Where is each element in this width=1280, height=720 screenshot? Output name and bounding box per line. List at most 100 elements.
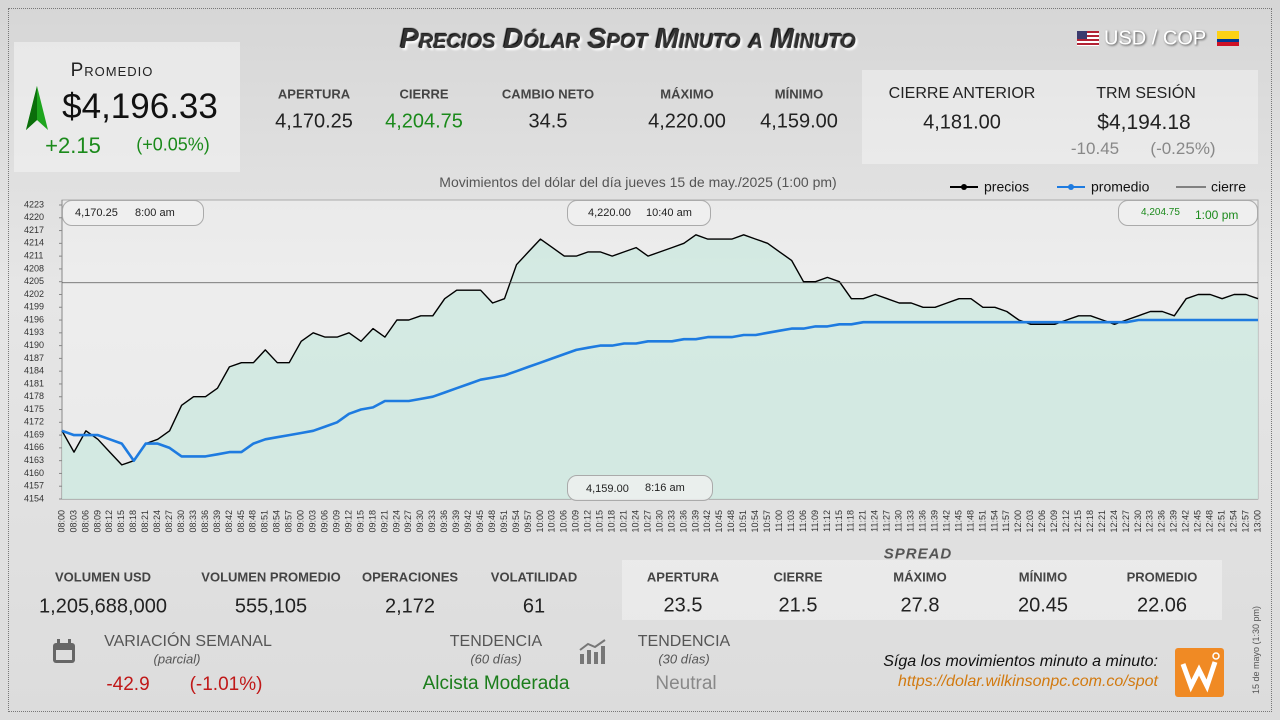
trend60-value: Alcista Moderada xyxy=(422,673,570,694)
spread-label: APERTURA xyxy=(646,569,720,585)
x-tick-label: 09:12 xyxy=(343,510,353,533)
co-flag xyxy=(1217,31,1239,46)
x-tick-label: 11:03 xyxy=(786,510,796,532)
x-tick-label: 10:12 xyxy=(583,510,593,533)
spread-label: MÍNIMO xyxy=(1018,569,1068,585)
x-tick-label: 08:54 xyxy=(272,510,282,533)
x-tick-label: 10:24 xyxy=(630,510,640,533)
x-tick-label: 08:33 xyxy=(188,510,198,533)
footer-url[interactable]: https://dolar.wilkinsonpc.com.co/spot xyxy=(898,673,1158,690)
x-tick-label: 12:18 xyxy=(1085,510,1095,533)
x-tick-label: 08:48 xyxy=(248,510,258,533)
logo xyxy=(1175,648,1224,697)
x-tick-label: 08:06 xyxy=(80,510,90,533)
x-tick-label: 12:33 xyxy=(1145,510,1155,533)
y-tick-label: 4169 xyxy=(24,429,44,439)
volume-label: OPERACIONES xyxy=(361,569,459,585)
spread-label: CIERRE xyxy=(773,569,823,585)
weekly-value: -42.9 xyxy=(106,674,150,695)
previous-panel xyxy=(862,70,1258,164)
spread-value: 22.06 xyxy=(1136,594,1188,617)
stat-label: CIERRE xyxy=(399,86,449,102)
x-tick-label: 11:36 xyxy=(917,510,927,532)
x-tick-label: 09:33 xyxy=(427,510,437,533)
annotation-max: 4,220.00 10:40 am xyxy=(567,200,711,226)
annotation-close: 4,204.75 1:00 pm xyxy=(1118,200,1258,226)
x-tick-label: 12:27 xyxy=(1121,510,1131,533)
x-tick-label: 11:33 xyxy=(906,510,916,532)
x-tick-label: 11:54 xyxy=(989,510,999,532)
x-tick-label: 10:54 xyxy=(750,510,760,533)
spread-value: 21.5 xyxy=(778,594,818,617)
annotation-min: 4,159.00 8:16 am xyxy=(567,475,713,501)
x-tick-label: 12:21 xyxy=(1097,510,1107,533)
annotation-value: 4,204.75 xyxy=(1141,207,1180,218)
weekly-note: (parcial) xyxy=(153,651,201,667)
x-tick-label: 12:06 xyxy=(1037,510,1047,533)
previous-label: CIERRE ANTERIOR xyxy=(888,85,1036,102)
x-tick-label: 11:45 xyxy=(953,510,963,532)
x-tick-label: 08:57 xyxy=(284,510,294,533)
x-tick-label: 12:00 xyxy=(1013,510,1023,533)
x-tick-label: 11:06 xyxy=(798,510,808,532)
x-tick-label: 10:48 xyxy=(726,510,736,533)
x-tick-label: 12:54 xyxy=(1228,510,1238,533)
spread-label: MÁXIMO xyxy=(893,569,947,585)
spread-value: 27.8 xyxy=(900,594,940,617)
summary-value: $4,196.33 xyxy=(62,87,218,126)
x-tick-label: 10:18 xyxy=(607,510,617,533)
x-tick-label: 12:48 xyxy=(1205,510,1215,533)
x-tick-label: 11:24 xyxy=(870,510,880,532)
y-tick-label: 4166 xyxy=(24,442,44,452)
x-tick-label: 09:24 xyxy=(391,510,401,533)
x-tick-label: 08:12 xyxy=(104,510,114,533)
x-tick-label: 09:45 xyxy=(475,510,485,533)
volume-value: 555,105 xyxy=(234,595,308,618)
x-tick-label: 08:45 xyxy=(236,510,246,533)
annotation-open: 4,170.25 8:00 am xyxy=(62,200,204,226)
x-tick-label: 09:03 xyxy=(308,510,318,533)
y-tick-label: 4193 xyxy=(24,327,44,337)
trend-icon xyxy=(579,639,606,664)
x-tick-label: 11:51 xyxy=(977,510,987,532)
x-tick-label: 09:39 xyxy=(451,510,461,533)
x-tick-label: 09:42 xyxy=(463,510,473,533)
y-tick-label: 4187 xyxy=(24,353,44,363)
spread-value: 23.5 xyxy=(663,594,703,617)
y-tick-label: 4160 xyxy=(24,468,44,478)
annotation-time: 8:16 am xyxy=(645,482,685,494)
y-tick-label: 4157 xyxy=(24,481,44,491)
annotation-time: 10:40 am xyxy=(646,207,692,219)
x-tick-label: 08:24 xyxy=(152,510,162,533)
x-tick-label: 10:51 xyxy=(738,510,748,533)
stat-value: 4,220.00 xyxy=(648,110,726,133)
x-tick-label: 12:36 xyxy=(1157,510,1167,533)
average-line xyxy=(61,318,1258,462)
up-arrow xyxy=(26,86,48,130)
x-tick-label: 11:15 xyxy=(834,510,844,532)
x-tick-label: 12:03 xyxy=(1025,510,1035,533)
trend30-label: TENDENCIA xyxy=(637,633,731,650)
annotation-value: 4,159.00 xyxy=(586,483,629,495)
x-tick-label: 12:12 xyxy=(1061,510,1071,533)
pair: USD / COP xyxy=(1104,27,1207,50)
timestamp: 15 de mayo (1:30 pm) xyxy=(1251,605,1261,695)
x-tick-label: 08:39 xyxy=(212,510,222,533)
x-tick-label: 11:42 xyxy=(941,510,951,532)
weekly-label: VARIACIÓN SEMANAL xyxy=(104,633,272,650)
trend30-note: (30 días) xyxy=(658,651,710,667)
x-tick-label: 08:42 xyxy=(224,510,234,533)
y-tick-label: 4154 xyxy=(24,493,44,503)
x-tick-label: 09:06 xyxy=(319,510,329,533)
x-tick-label: 08:36 xyxy=(200,510,210,533)
trend60-note: (60 días) xyxy=(470,651,522,667)
x-tick-label: 11:48 xyxy=(965,510,975,532)
x-tick-label: 10:03 xyxy=(547,510,557,533)
x-tick-label: 12:30 xyxy=(1133,510,1143,533)
spread-value: 20.45 xyxy=(1017,594,1069,617)
x-tick-label: 08:27 xyxy=(164,510,174,533)
trm-change-pct: (-0.25%) xyxy=(1150,139,1216,158)
summary-panel xyxy=(14,42,240,172)
previous-value: 4,181.00 xyxy=(923,111,1001,134)
